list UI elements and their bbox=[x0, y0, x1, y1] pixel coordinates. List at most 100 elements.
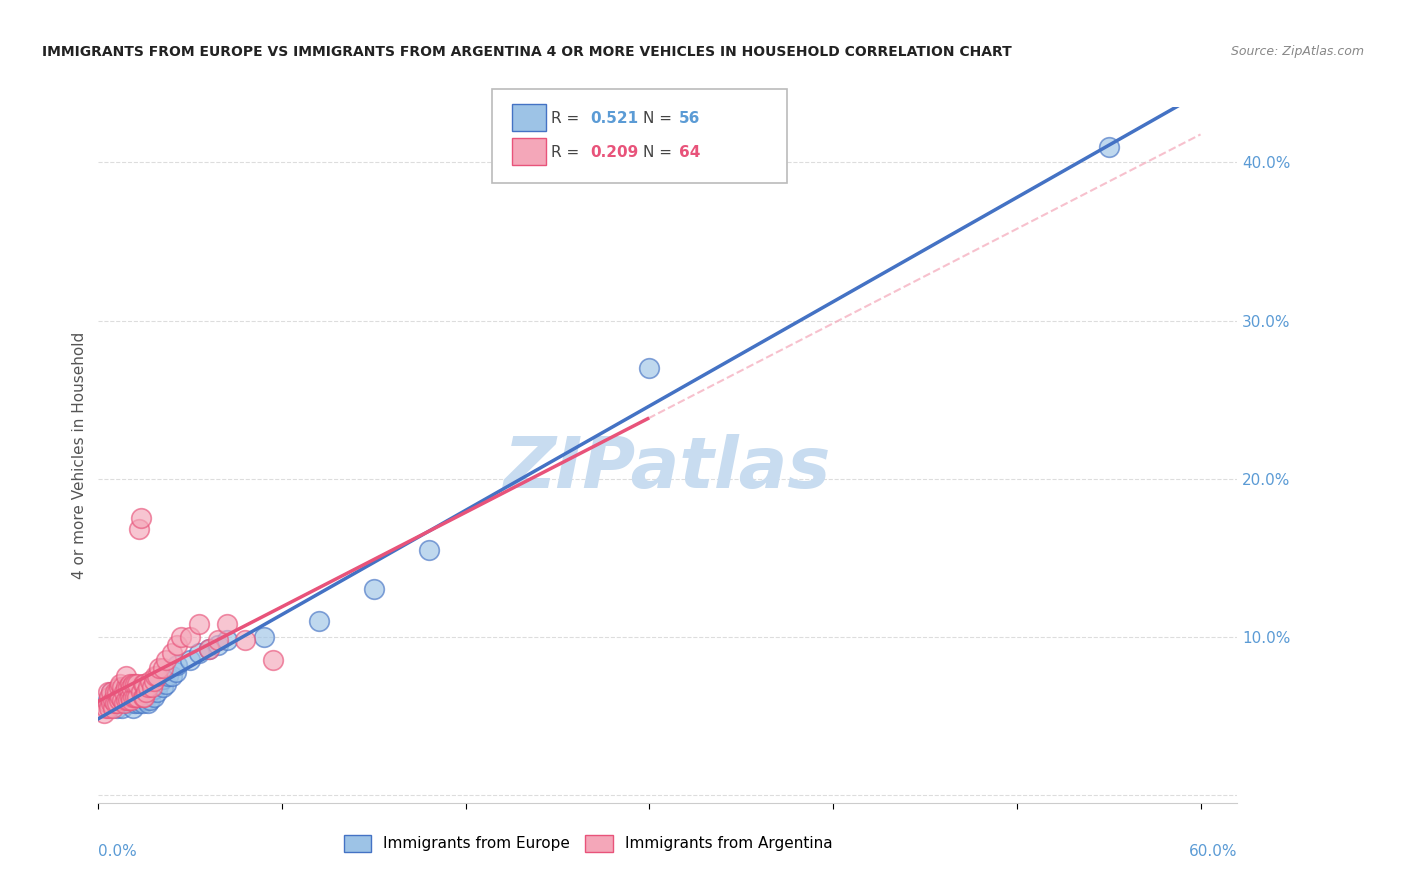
Point bbox=[129, 511, 152, 525]
Point bbox=[100, 685, 122, 699]
Point bbox=[122, 688, 145, 702]
Point bbox=[125, 677, 148, 691]
Point bbox=[145, 669, 167, 683]
Point bbox=[101, 701, 124, 715]
Point bbox=[166, 638, 188, 652]
Point bbox=[139, 674, 162, 689]
Point bbox=[111, 693, 134, 707]
Point bbox=[139, 685, 162, 699]
Point bbox=[98, 701, 121, 715]
Text: 60.0%: 60.0% bbox=[1189, 845, 1237, 859]
Point bbox=[135, 685, 157, 699]
Point bbox=[638, 360, 661, 375]
Point bbox=[105, 693, 128, 707]
Point bbox=[105, 696, 128, 710]
Point bbox=[188, 646, 211, 660]
Text: R =: R = bbox=[551, 112, 585, 126]
Point bbox=[136, 696, 159, 710]
Text: 0.209: 0.209 bbox=[591, 145, 638, 160]
Point bbox=[121, 696, 143, 710]
Point bbox=[160, 669, 183, 683]
Point bbox=[104, 690, 127, 704]
Text: 0.521: 0.521 bbox=[591, 112, 638, 126]
Text: N =: N = bbox=[643, 145, 676, 160]
Text: R =: R = bbox=[551, 145, 585, 160]
Point bbox=[93, 706, 115, 720]
Point bbox=[124, 690, 146, 704]
Point bbox=[115, 685, 138, 699]
Point bbox=[166, 658, 188, 673]
Point bbox=[142, 674, 165, 689]
Point bbox=[110, 677, 132, 691]
Point bbox=[111, 693, 134, 707]
Text: 64: 64 bbox=[679, 145, 700, 160]
Point bbox=[115, 669, 138, 683]
Point bbox=[124, 690, 146, 704]
Point bbox=[105, 701, 128, 715]
Point bbox=[117, 693, 139, 707]
Point bbox=[235, 632, 257, 647]
Text: N =: N = bbox=[643, 112, 676, 126]
Point bbox=[197, 642, 219, 657]
Point bbox=[121, 681, 143, 695]
Point bbox=[118, 690, 141, 704]
Point bbox=[197, 642, 219, 657]
Point bbox=[136, 688, 159, 702]
Text: 0.0%: 0.0% bbox=[98, 845, 138, 859]
Point bbox=[129, 690, 152, 704]
Point bbox=[112, 696, 135, 710]
Point bbox=[146, 685, 169, 699]
Point bbox=[118, 693, 141, 707]
Point bbox=[141, 681, 163, 695]
Point bbox=[115, 681, 138, 695]
Point bbox=[155, 653, 177, 667]
Point bbox=[179, 653, 201, 667]
Point bbox=[94, 701, 117, 715]
Point bbox=[148, 661, 170, 675]
Point bbox=[128, 688, 150, 702]
Point bbox=[215, 617, 238, 632]
Point bbox=[131, 685, 153, 699]
Y-axis label: 4 or more Vehicles in Household: 4 or more Vehicles in Household bbox=[72, 331, 87, 579]
Point bbox=[215, 632, 238, 647]
Point bbox=[142, 690, 165, 704]
Point bbox=[170, 630, 193, 644]
Point bbox=[128, 522, 150, 536]
Point bbox=[179, 630, 201, 644]
Point bbox=[97, 696, 120, 710]
Point bbox=[152, 681, 174, 695]
Point bbox=[100, 696, 122, 710]
Point bbox=[160, 646, 183, 660]
Point bbox=[100, 685, 122, 699]
Point bbox=[122, 690, 145, 704]
Point bbox=[134, 690, 156, 704]
Point bbox=[136, 681, 159, 695]
Point bbox=[152, 673, 174, 687]
Point bbox=[155, 677, 177, 691]
Point bbox=[207, 632, 229, 647]
Point bbox=[112, 685, 135, 699]
Point bbox=[121, 690, 143, 704]
Point bbox=[157, 669, 180, 683]
Point bbox=[122, 677, 145, 691]
Point bbox=[146, 669, 169, 683]
Text: 56: 56 bbox=[679, 112, 700, 126]
Point bbox=[1098, 139, 1121, 153]
Point bbox=[97, 693, 120, 707]
Point bbox=[124, 696, 146, 710]
Legend: Immigrants from Europe, Immigrants from Argentina: Immigrants from Europe, Immigrants from … bbox=[337, 829, 839, 858]
Point bbox=[101, 693, 124, 707]
Point bbox=[104, 696, 127, 710]
Point bbox=[148, 677, 170, 691]
Point bbox=[121, 693, 143, 707]
Point bbox=[139, 693, 162, 707]
Point bbox=[107, 693, 129, 707]
Point bbox=[131, 690, 153, 704]
Point bbox=[418, 542, 440, 557]
Point bbox=[118, 677, 141, 691]
Point bbox=[111, 701, 134, 715]
Point bbox=[111, 681, 134, 695]
Point bbox=[115, 693, 138, 707]
Point bbox=[262, 653, 284, 667]
Point bbox=[129, 685, 152, 699]
